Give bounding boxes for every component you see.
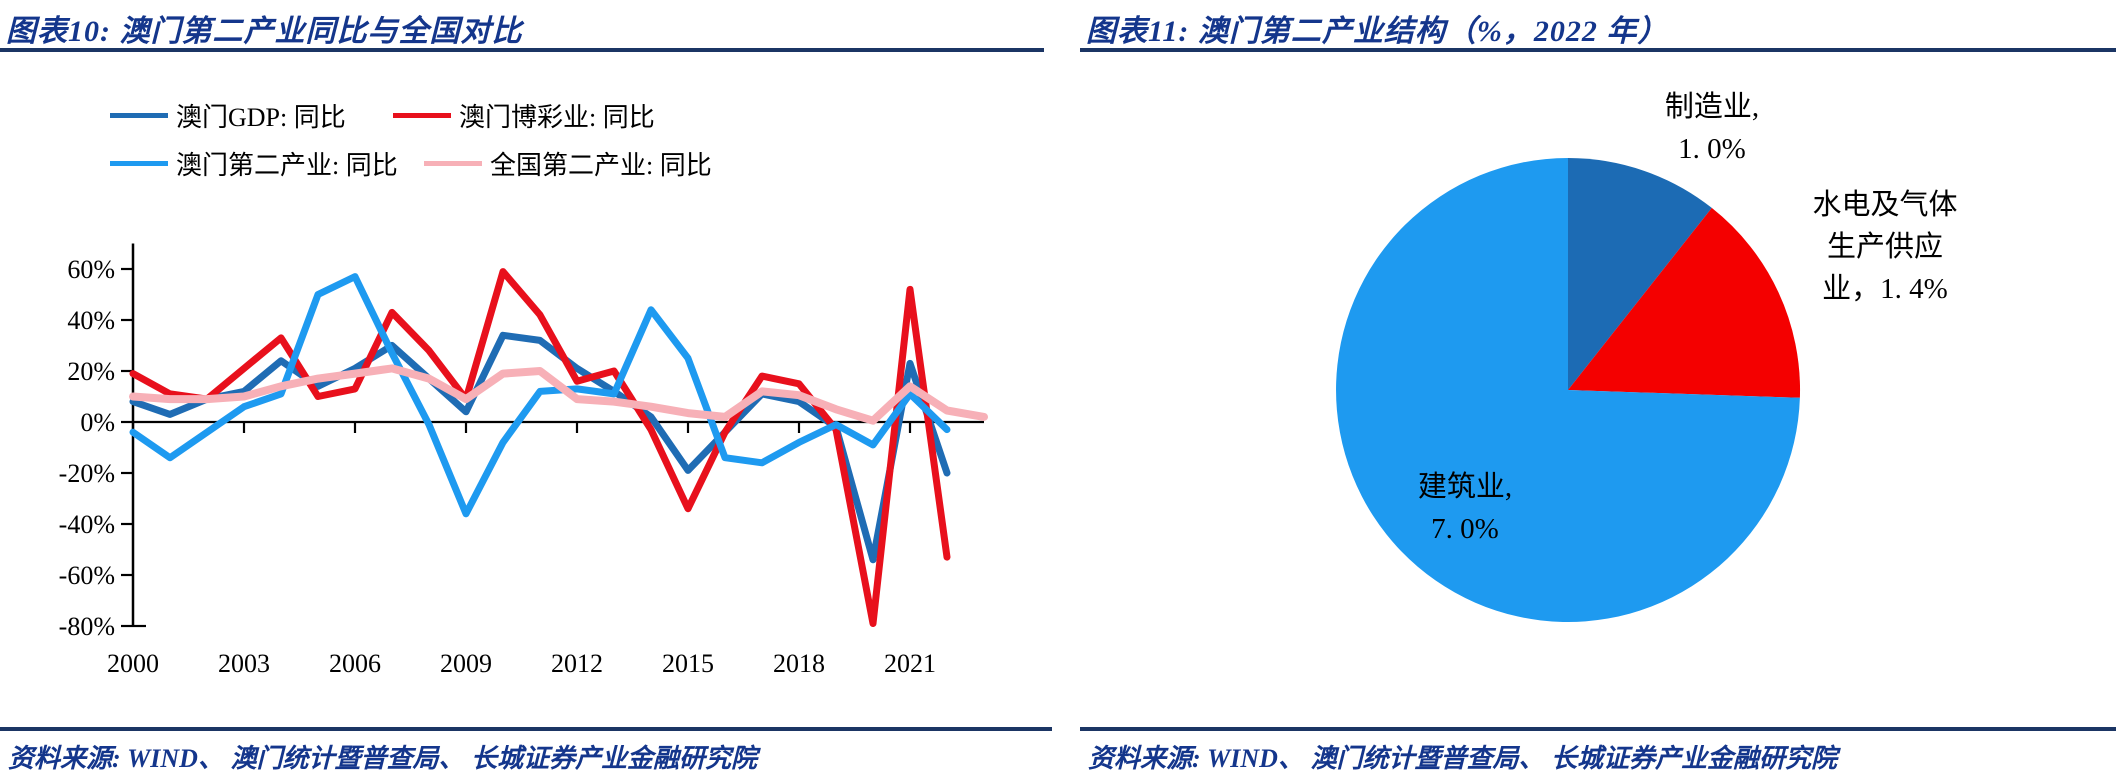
x-tick-label: 2021 <box>884 649 936 678</box>
pie-label-1-line-0: 水电及气体 <box>1812 188 1957 221</box>
legend-swatch-macau-gdp <box>110 112 168 118</box>
figure-10-title: 图表10: 澳门第二产业同比与全国对比 <box>6 15 523 48</box>
y-tick-label: 0% <box>80 408 115 437</box>
legend-label-macau-secondary: 澳门第二产业: 同比 <box>176 150 398 180</box>
legend-label-macau-gdp: 澳门GDP: 同比 <box>176 102 346 132</box>
pie-label-1-line-2: 业，1. 4% <box>1822 273 1948 305</box>
panel-pie-chart: 图表11: 澳门第二产业结构（%，2022 年） 制造业, 1. 0% 水电及气体生… <box>1058 0 2116 774</box>
y-tick-label: -20% <box>59 459 115 488</box>
legend-item-national-secondary: 全国第二产业: 同比 <box>424 148 712 180</box>
title-rule-left <box>0 48 1044 52</box>
source-rule-right <box>1080 727 2116 731</box>
x-tick-label: 2015 <box>662 649 714 678</box>
series-line-2 <box>129 273 951 518</box>
legend-item-macau-secondary: 澳门第二产业: 同比 <box>110 148 398 180</box>
figure-11-title: 图表11: 澳门第二产业结构（%，2022 年） <box>1086 15 1669 48</box>
pie-label-1-line-1: 生产供应 <box>1827 230 1943 263</box>
x-tick-label: 2009 <box>440 649 492 678</box>
panel-line-chart: 图表10: 澳门第二产业同比与全国对比 澳门GDP: 同比 澳门博彩业: 同比 … <box>0 0 1058 774</box>
legend-swatch-macau-secondary <box>110 160 168 166</box>
y-tick-label: -40% <box>59 510 115 539</box>
y-tick-label: -80% <box>59 612 115 641</box>
series-line-1 <box>129 268 951 627</box>
title-rule-right <box>1080 48 2116 52</box>
pie-slice-0 <box>1568 157 1712 390</box>
pie-label-0-line-0: 制造业, <box>1665 90 1759 123</box>
y-tick-label: 60% <box>67 255 115 284</box>
pie-label-2-line-0: 建筑业, <box>1418 470 1512 503</box>
legend-item-gaming: 澳门博彩业: 同比 <box>393 100 655 132</box>
legend-swatch-gaming <box>393 112 451 118</box>
x-tick-label: 2006 <box>329 649 381 678</box>
source-rule-left <box>0 727 1052 731</box>
line-chart-svg: 60% 40% 20% 0% -20% -40% -60% -80% 2000 2003 2006 2… <box>59 243 988 678</box>
source-text-left: 资料来源: WIND、 澳门统计暨普查局、 长城证券产业金融研究院 <box>8 744 757 773</box>
pie-slice-1 <box>1568 207 1801 398</box>
y-tick-label: 40% <box>67 306 115 335</box>
legend-swatch-national-secondary <box>424 160 482 166</box>
x-tick-label: 2000 <box>107 649 159 678</box>
source-text-right: 资料来源: WIND、 澳门统计暨普查局、 长城证券产业金融研究院 <box>1088 744 1837 773</box>
pie-label-0-line-1: 1. 0% <box>1678 133 1746 165</box>
y-tick-label: -60% <box>59 561 115 590</box>
legend-label-national-secondary: 全国第二产业: 同比 <box>490 150 712 180</box>
pie-slice-2 <box>1336 158 1800 622</box>
x-tick-label: 2018 <box>773 649 825 678</box>
legend-item-macau-gdp: 澳门GDP: 同比 <box>110 100 346 132</box>
x-tick-label: 2012 <box>551 649 603 678</box>
x-tick-label: 2003 <box>218 649 270 678</box>
pie-label-2-line-1: 7. 0% <box>1431 513 1499 545</box>
y-tick-label: 20% <box>67 357 115 386</box>
series-line-0 <box>129 331 951 564</box>
legend-label-gaming: 澳门博彩业: 同比 <box>459 102 655 132</box>
series-line-3 <box>129 364 988 425</box>
